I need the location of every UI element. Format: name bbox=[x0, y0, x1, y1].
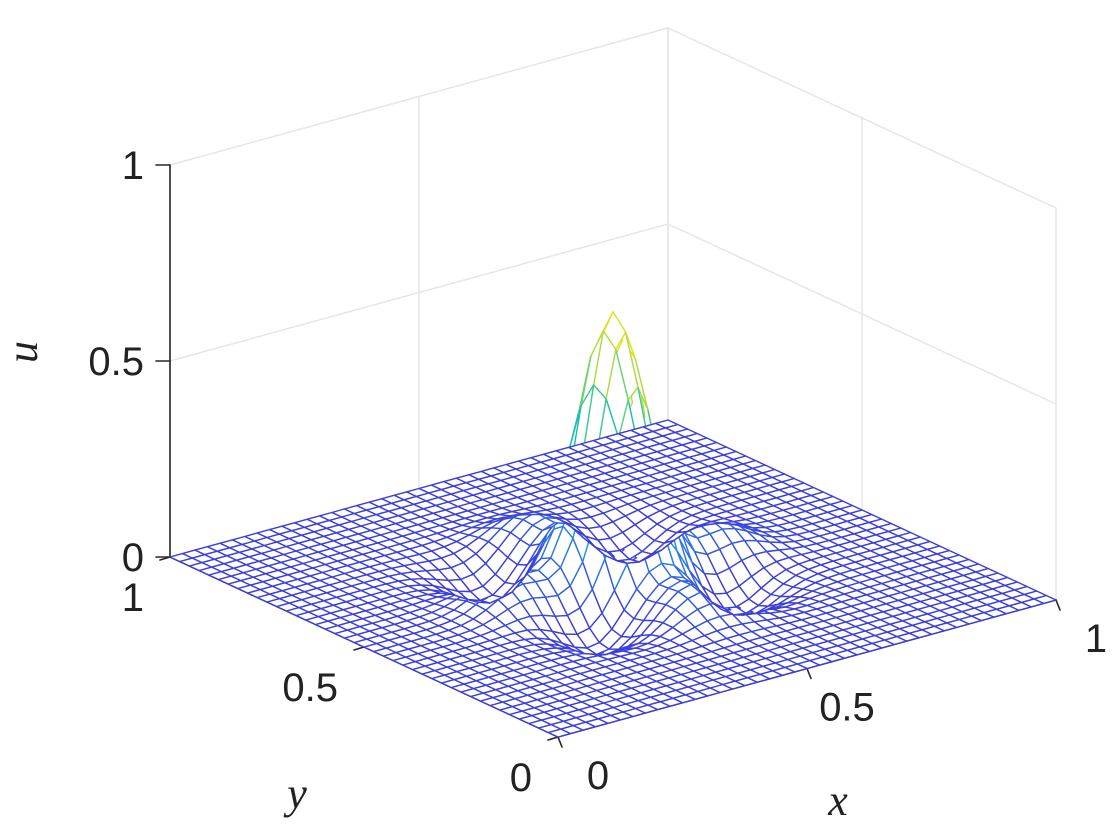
x-tick-label: 1 bbox=[1085, 617, 1107, 661]
y-tick-label: 1 bbox=[122, 576, 144, 620]
z-axis-label: u bbox=[0, 341, 47, 363]
x-axis-label: x bbox=[827, 776, 848, 825]
y-tick-mark bbox=[159, 556, 171, 561]
z-tick-label: 0.5 bbox=[88, 340, 144, 384]
mesh-cell bbox=[169, 552, 193, 563]
z-tick-label: 0 bbox=[122, 536, 144, 580]
y-axis-label: y bbox=[283, 769, 307, 818]
z-tick-label: 1 bbox=[122, 144, 144, 188]
x-tick-mark bbox=[1055, 599, 1061, 611]
y-tick-mark bbox=[353, 646, 365, 651]
y-tick-label: 0.5 bbox=[282, 666, 338, 710]
y-tick-mark bbox=[547, 736, 559, 741]
x-tick-label: 0 bbox=[587, 754, 609, 798]
y-tick-label: 0 bbox=[510, 756, 532, 800]
x-tick-mark bbox=[557, 736, 563, 748]
surface-mesh bbox=[169, 311, 1057, 738]
x-tick-label: 0.5 bbox=[819, 686, 875, 730]
x-tick-mark bbox=[806, 667, 812, 680]
